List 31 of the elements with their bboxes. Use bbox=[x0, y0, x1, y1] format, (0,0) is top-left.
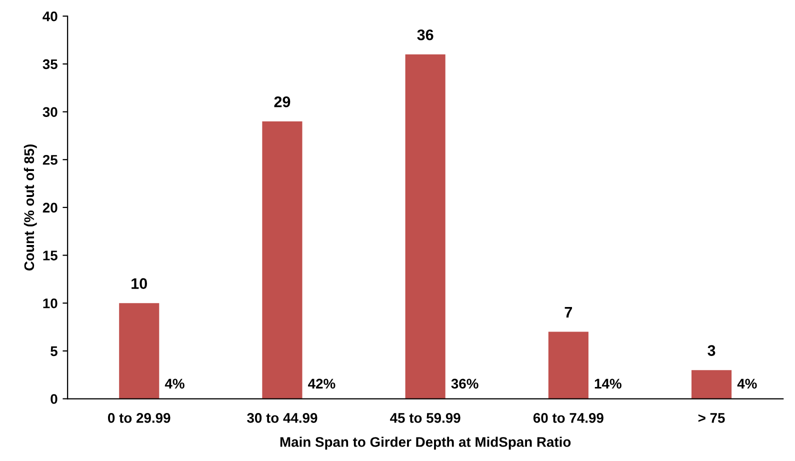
bar bbox=[548, 332, 588, 399]
bar bbox=[119, 303, 160, 399]
bar bbox=[405, 54, 446, 399]
data-label: 36 bbox=[417, 29, 434, 40]
y-tick-label: 25 bbox=[42, 154, 58, 165]
x-tick-label: 60 to 74.99 bbox=[533, 413, 604, 423]
data-label: 10 bbox=[132, 278, 147, 289]
x-axis-title: Main Span to Girder Depth at MidSpan Ratio bbox=[280, 436, 571, 450]
y-tick-label: 30 bbox=[42, 107, 58, 117]
y-tick-label: 35 bbox=[42, 59, 58, 70]
annotation: 4% bbox=[737, 378, 757, 389]
annotation: 4% bbox=[164, 378, 184, 389]
annotation: 36% bbox=[451, 378, 478, 389]
y-tick-label: 10 bbox=[43, 298, 58, 308]
y-tick-label: 15 bbox=[43, 250, 58, 260]
annotation: 14% bbox=[594, 378, 622, 389]
x-tick-label: 30 to 44.99 bbox=[247, 413, 318, 423]
bar bbox=[262, 121, 302, 399]
x-tick-label: > 75 bbox=[698, 413, 725, 423]
y-tick-label: 0 bbox=[50, 394, 58, 404]
y-axis-title: Count (% out of 85) bbox=[24, 144, 37, 271]
data-label: 7 bbox=[564, 307, 572, 318]
data-label: 3 bbox=[708, 345, 716, 356]
data-label: 29 bbox=[274, 96, 290, 108]
annotation: 42% bbox=[308, 378, 336, 389]
x-tick-label: 45 to 59.99 bbox=[390, 413, 460, 423]
y-tick-label: 5 bbox=[50, 346, 58, 356]
y-tick-label: 40 bbox=[42, 11, 58, 22]
y-tick-label: 20 bbox=[42, 202, 58, 213]
bar bbox=[691, 370, 732, 399]
x-tick-label: 0 to 29.99 bbox=[108, 413, 170, 423]
